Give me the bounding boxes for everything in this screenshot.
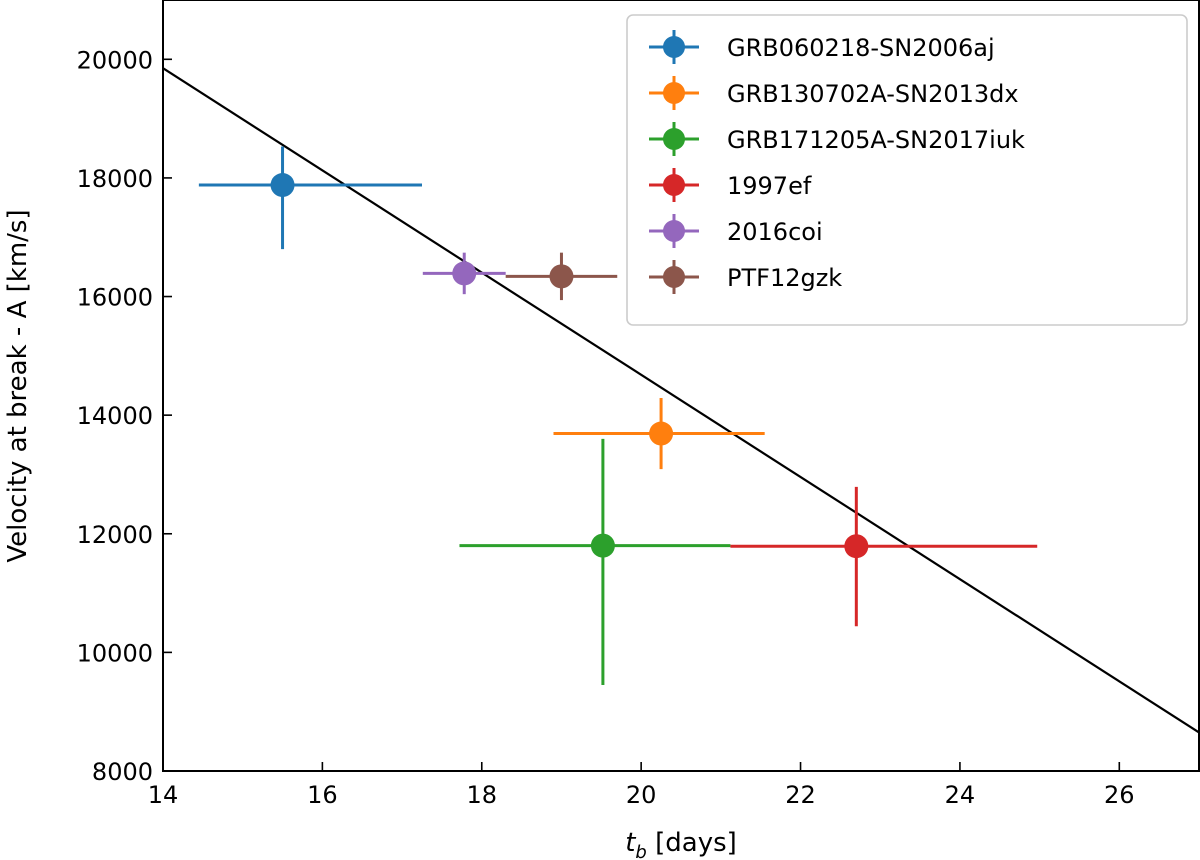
data-point-marker	[452, 261, 477, 286]
data-point-marker	[549, 264, 574, 289]
legend-marker	[663, 82, 685, 104]
data-point-marker	[270, 173, 295, 198]
x-tick-label: 24	[945, 781, 976, 809]
x-tick-label: 18	[466, 781, 497, 809]
legend-entry: PTF12gzk	[649, 260, 842, 294]
series-point	[553, 397, 765, 470]
series-point	[459, 438, 731, 686]
x-tick-label: 14	[148, 781, 179, 809]
legend-marker	[663, 36, 685, 58]
x-tick-label: 20	[626, 781, 657, 809]
series-point	[505, 252, 618, 301]
legend-marker	[663, 220, 685, 242]
legend-label: 2016coi	[727, 218, 823, 246]
y-axis-ticks: 8000 10000 12000 14000 16000 18000 20000	[77, 46, 172, 786]
legend-label: PTF12gzk	[727, 264, 842, 292]
x-axis-ticks: 14 16 18 20 22 24 26	[148, 762, 1135, 809]
data-point-marker	[649, 421, 674, 446]
legend-label: GRB171205A-SN2017iuk	[727, 126, 1025, 154]
legend-marker	[663, 266, 685, 288]
legend-frame	[626, 14, 1188, 326]
legend-label: GRB060218-SN2006aj	[727, 34, 995, 62]
plot-frame	[162, 0, 1200, 772]
legend-entry: GRB130702A-SN2013dx	[649, 76, 1019, 110]
series-point	[422, 252, 506, 295]
fit-line-layer	[163, 67, 1200, 734]
series-point	[198, 146, 422, 250]
fit-line	[163, 67, 1200, 734]
legend-entry: GRB171205A-SN2017iuk	[649, 122, 1025, 156]
x-axis-label: tb [days]	[625, 828, 737, 860]
x-tick-label: 26	[1104, 781, 1135, 809]
y-tick-label: 12000	[77, 521, 153, 549]
y-tick-label: 18000	[77, 165, 153, 193]
y-tick-label: 16000	[77, 284, 153, 312]
x-tick-label: 22	[785, 781, 816, 809]
legend-label: 1997ef	[727, 172, 812, 200]
y-tick-label: 14000	[77, 402, 153, 430]
data-point-marker	[844, 534, 869, 559]
legend: GRB060218-SN2006aj GRB130702A-SN2013dx GRB…	[626, 14, 1188, 326]
series-point	[730, 486, 1038, 627]
y-tick-label: 8000	[92, 758, 153, 786]
legend-marker	[663, 174, 685, 196]
y-tick-label: 20000	[77, 46, 153, 74]
data-point-marker	[590, 533, 615, 558]
x-axis-label-rest: [days]	[647, 828, 737, 858]
legend-marker	[663, 128, 685, 150]
x-tick-label: 16	[307, 781, 338, 809]
legend-entry: 1997ef	[649, 168, 812, 202]
legend-entry: 2016coi	[649, 214, 823, 248]
x-axis-label-main: t	[625, 828, 636, 858]
y-tick-label: 10000	[77, 639, 153, 667]
x-axis-label-sub: b	[635, 842, 646, 860]
legend-entry: GRB060218-SN2006aj	[649, 30, 995, 64]
legend-label: GRB130702A-SN2013dx	[727, 80, 1019, 108]
series-layer	[198, 146, 1038, 686]
y-axis-label: Velocity at break - A [km/s]	[3, 209, 33, 562]
